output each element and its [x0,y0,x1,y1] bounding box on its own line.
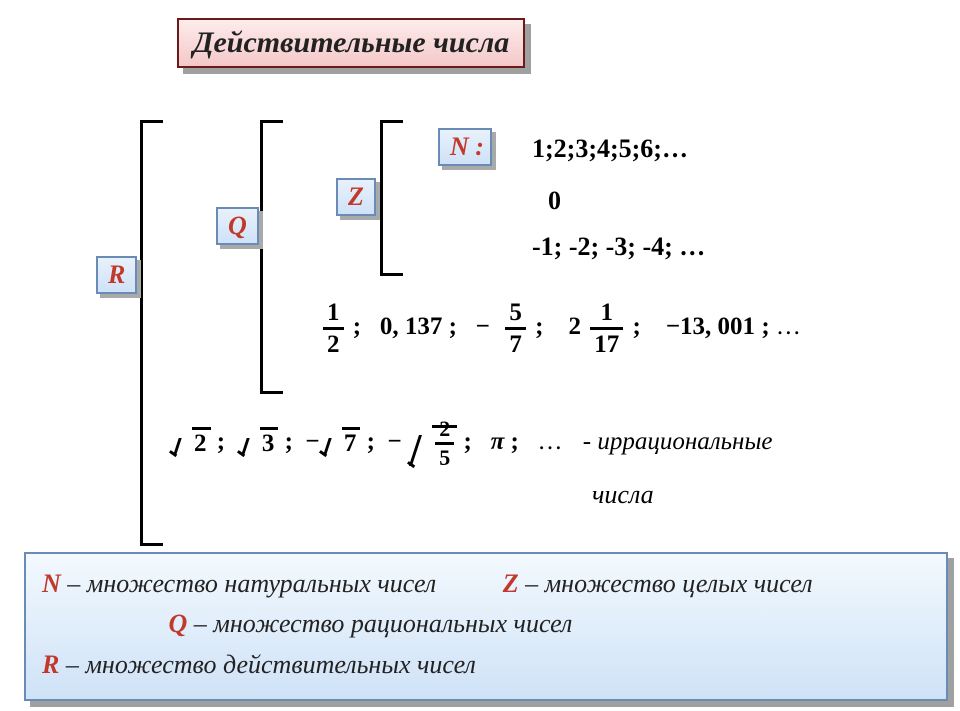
q4-den: 17 [590,330,623,357]
legend-dash: – [67,569,87,598]
bracket-r [140,120,163,546]
irr-label-2: числа [592,480,654,510]
bracket-z [380,120,403,276]
natural-numbers: 1;2;3;4;5;6;… [532,134,688,164]
legend-dash: – [194,609,214,638]
q2: 0, 137 [380,313,443,340]
page-title: Действительные числа [177,18,525,68]
sqrt-3: 3 [260,427,279,457]
set-label-n: N : [438,128,492,166]
set-label-z: Z [336,178,376,216]
sep: ; [632,313,659,340]
legend-n-text: множество натуральных чисел [87,569,436,598]
rational-examples: 12 ; 0, 137 ; − 57 ; 2 117 ; −13, 001 ; … [320,300,801,357]
q3-num: 5 [505,300,526,330]
sep: ; [463,428,484,455]
sep: ; [353,313,374,340]
q3-den: 7 [505,330,526,357]
legend-box: N – множество натуральных чисел Z – множ… [24,552,948,701]
q-ellipsis: … [776,313,801,340]
legend-q-text: множество рациональных чисел [213,609,572,638]
q1-den: 2 [323,330,344,357]
pi: π [491,428,505,455]
sep: ; [535,313,562,340]
set-label-q: Q [216,207,259,245]
sep: ; [510,428,531,455]
sep: ; − [367,428,408,455]
legend-dash: – [66,650,86,679]
legend-r-text: множество действительных чисел [85,650,475,679]
irrational-examples: 2 ; 3 ; − 7 ; − 25 ; π ; … - иррациональ… [176,418,772,469]
bracket-q [260,120,283,394]
sep: ; [217,428,238,455]
legend-z-text: множество целых чисел [545,569,813,598]
legend-z-sym: Z [503,569,519,598]
sep: ; − [285,428,320,455]
irr-label-1: - иррациональные [583,428,773,455]
q5: −13, 001 [666,313,755,340]
set-label-r: R [96,256,137,294]
legend-dash: – [525,569,545,598]
r4-den: 5 [435,445,454,469]
irr-ellipsis: … [538,428,563,455]
sqrt-7: 7 [342,427,361,457]
q4-num: 1 [590,300,623,330]
q1-num: 1 [323,300,344,330]
sep: ; − [449,313,497,340]
q4-whole: 2 [568,313,581,340]
r4-num: 2 [435,418,454,445]
legend-n-sym: N [42,569,61,598]
negative-integers: -1; -2; -3; -4; … [532,232,705,262]
legend-q-sym: Q [169,609,188,638]
zero-value: 0 [548,186,561,216]
sep: ; [761,313,776,340]
sqrt-2: 2 [192,427,211,457]
legend-r-sym: R [42,650,59,679]
